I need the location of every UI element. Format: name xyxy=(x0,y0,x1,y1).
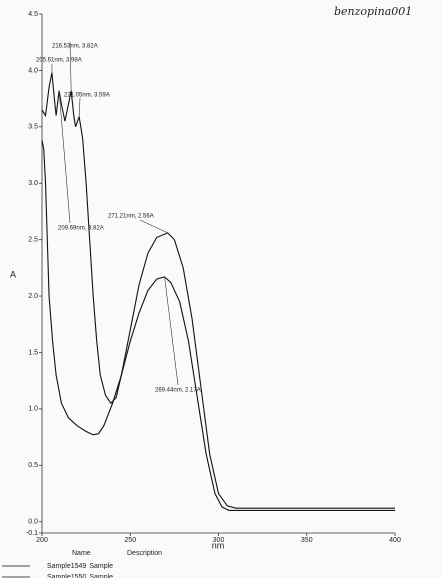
legend-name: Sample1550 xyxy=(47,574,86,578)
x-tick-label: 300 xyxy=(213,537,225,544)
x-tick-label: 250 xyxy=(124,537,136,544)
y-tick-label: 3.5 xyxy=(28,124,38,131)
y-tick-label: 0.5 xyxy=(28,462,38,469)
y-axis-label: A xyxy=(10,269,16,279)
y-tick-label: 2.0 xyxy=(28,293,38,300)
annotation: 271.21nm, 2.56A xyxy=(108,214,154,220)
annotation-leader xyxy=(69,41,72,91)
y-tick-label: 2.5 xyxy=(28,236,38,243)
y-tick-label: -0.1 xyxy=(26,530,38,537)
annotation: 209.69nm, 3.82A xyxy=(58,226,104,232)
annotation: 221.05nm, 3.59A xyxy=(64,93,110,99)
y-tick-label: 4.5 xyxy=(28,11,38,18)
chart-title: benzopina001 xyxy=(334,5,412,18)
legend-name: Sample1549 xyxy=(47,563,86,570)
annotation-leader xyxy=(58,90,71,224)
legend-description: Sample xyxy=(89,563,113,570)
annotation: 269.44nm, 2.17A xyxy=(155,388,201,394)
legend-header: Name xyxy=(72,550,91,557)
annotation-leader xyxy=(164,276,179,386)
annotation: 216.53nm, 3.82A xyxy=(52,44,98,50)
x-tick-label: 400 xyxy=(389,537,401,544)
annotation-leader xyxy=(139,219,168,234)
x-tick-label: 350 xyxy=(301,537,313,544)
legend-description: Sample xyxy=(89,574,113,578)
y-tick-label: 4.0 xyxy=(28,67,38,74)
annotation: 205.61nm, 3.98A xyxy=(36,58,82,64)
legend-header: Description xyxy=(127,550,162,557)
y-tick-label: 0.0 xyxy=(28,519,38,526)
y-tick-label: 1.0 xyxy=(28,406,38,413)
y-tick-label: 3.0 xyxy=(28,180,38,187)
series-line xyxy=(41,72,395,509)
x-tick-label: 200 xyxy=(36,537,48,544)
annotation-leader xyxy=(78,97,81,117)
series-line xyxy=(41,140,395,511)
y-tick-label: 1.5 xyxy=(28,349,38,356)
x-axis-label: nm xyxy=(212,540,225,550)
